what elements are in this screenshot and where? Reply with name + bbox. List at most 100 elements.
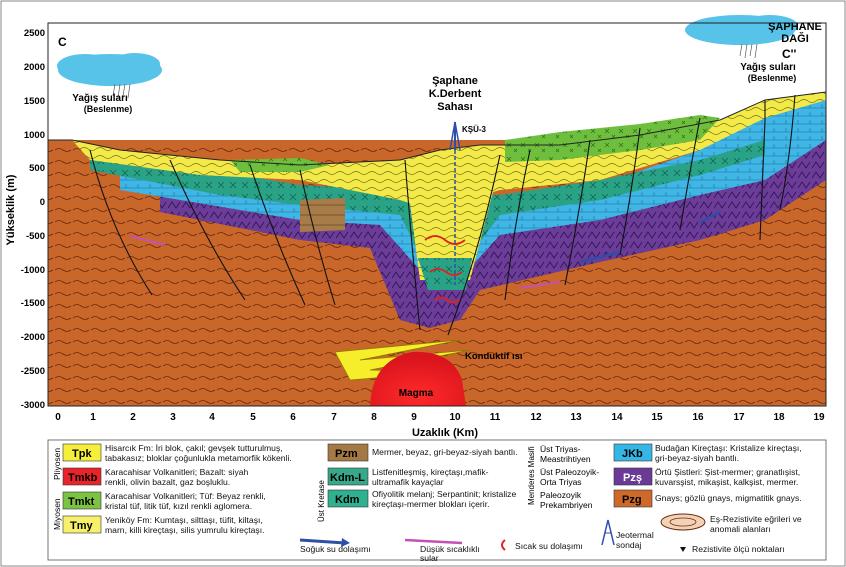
legend-period: Menderes Masifi — [527, 446, 536, 505]
legend-symbol-label: Jeotermal — [616, 530, 654, 540]
legend-age: Meastrihtiyen — [540, 454, 591, 464]
legend-cold-water: Soğuk su dolaşımı — [299, 538, 371, 554]
x-tick: 14 — [611, 412, 623, 423]
legend-desc: Mermer, beyaz, gri-beyaz-siyah bantlı. — [372, 447, 518, 457]
legend-item-tpk: Tpk Hisarcık Fm: İri blok, çakıl; gevşek… — [62, 443, 292, 463]
y-tick: 2000 — [24, 62, 45, 73]
legend-period: Üst Kretase — [317, 480, 326, 522]
geothermal-well — [449, 121, 461, 285]
yenikoy-formation — [72, 92, 826, 210]
legend-desc: Budağan Kireçtaşı: Kristalize kireçtaşı, — [655, 443, 802, 453]
x-tick: 10 — [449, 412, 461, 423]
legend-age: Üst Triyas- — [540, 444, 581, 454]
mountain-name: ŞAPHANE — [768, 21, 822, 33]
legend-item-pzg: Pzg Gnays; gözlü gnays, migmatitik gnays… — [613, 489, 802, 508]
legend-desc: marn, killi kireçtaşı, silis yumrulu kir… — [105, 525, 265, 535]
y-axis-label: Yükseklik (m) — [5, 174, 17, 245]
x-axis-label: Uzaklık (Km) — [412, 427, 478, 439]
x-tick: 6 — [290, 412, 296, 423]
legend-desc: Örtü Şistleri: Şist-mermer; granatlışist… — [655, 467, 800, 477]
legend-low-temp-water: Düşük sıcaklıklı sular — [404, 538, 480, 563]
legend-desc: Listfenitleşmiş, kireçtaşı,mafik- — [372, 467, 489, 477]
legend-symbol-label: Düşük sıcaklıklı — [420, 544, 480, 554]
legend-code: Tpk — [72, 448, 92, 460]
cross-section-plot — [47, 15, 827, 407]
plot-frame — [47, 22, 827, 407]
legend-code: Tmkb — [68, 472, 98, 484]
legend-code: Pzm — [335, 448, 358, 460]
section-start-label: C — [58, 35, 67, 49]
legend-item-pzm: Pzm Mermer, beyaz, gri-beyaz-siyah bantl… — [327, 443, 518, 462]
legend-symbol-label: Rezistivite ölçü noktaları — [692, 544, 785, 554]
y-tick: -2000 — [21, 332, 45, 343]
fault-lines — [89, 94, 796, 336]
legend-desc: Yeniköy Fm: Kumtaşı, silttaşı, tüfit, ki… — [105, 515, 263, 525]
y-tick: 1500 — [24, 96, 45, 107]
legend-geothermal-well: Jeotermal sondaj — [601, 519, 654, 550]
recharge-label-left-line2: (Beslenme) — [84, 104, 133, 114]
legend-desc: Karacahisar Volkanitleri; Bazalt: siyah — [105, 467, 249, 477]
x-tick: 19 — [813, 412, 825, 423]
legend-item-kdm-l: Kdm-L Listfenitleşmiş, kireçtaşı,mafik- … — [327, 467, 489, 487]
legend-symbol-label: sondaj — [616, 540, 641, 550]
legend-symbol-label: anomali alanları — [710, 524, 771, 534]
x-tick: 2 — [130, 412, 136, 423]
marble-block — [300, 198, 345, 232]
legend-resistivity-points: Rezistivite ölçü noktaları — [680, 544, 785, 554]
legend-age: Paleozoyik — [540, 490, 582, 500]
recharge-label-right-line2: (Beslenme) — [748, 73, 797, 83]
legend-period: Miyosen — [52, 498, 62, 530]
legend-desc: kuvarsşist, mikaşist, kalkşist, mermer. — [655, 477, 798, 487]
legend-item-pzs: Pzş Örtü Şistleri: Şist-mermer; granatlı… — [613, 467, 800, 487]
legend-symbol-label: Sıcak su dolaşımı — [515, 541, 583, 551]
legend-desc: renkli, olivin bazalt, gaz boşluklu. — [105, 477, 230, 487]
legend-desc: Karacahisar Volkanitleri; Tüf: Beyaz ren… — [105, 491, 266, 501]
y-tick: -500 — [26, 231, 45, 242]
x-tick: 4 — [209, 412, 215, 423]
x-tick: 13 — [570, 412, 582, 423]
magma-body — [370, 351, 466, 406]
schist-layer — [160, 130, 826, 328]
x-tick: 12 — [530, 412, 542, 423]
y-tick: 0 — [40, 197, 45, 208]
legend-hot-water: Sıcak su dolaşımı — [501, 539, 583, 551]
recharge-label-left: Yağış suları — [72, 93, 128, 104]
y-tick: -1500 — [21, 298, 45, 309]
x-tick: 3 — [170, 412, 176, 423]
y-tick: -2500 — [21, 366, 45, 377]
legend-symbol-label: sular — [420, 553, 439, 563]
legend-desc: Ofiyolitik melanj; Serpantinit; kristali… — [372, 489, 516, 499]
legend-desc: gri-beyaz-siyah bantlı. — [655, 453, 739, 463]
legend-code: Kdm — [335, 494, 360, 506]
x-tick: 11 — [490, 412, 501, 423]
legend-desc: kireçtaşı-mermer blokları içerir. — [372, 499, 489, 509]
x-tick: 7 — [331, 412, 337, 423]
y-ticks: 2500 2000 1500 1000 500 0 -500 -1000 -15… — [21, 28, 45, 411]
legend-item-jkb: JKb Budağan Kireçtaşı: Kristalize kireçt… — [613, 443, 802, 463]
x-tick: 8 — [371, 412, 377, 423]
mountain-name-line2: DAĞI — [781, 32, 809, 45]
legend-code: Tmy — [70, 520, 94, 532]
graben-tuff — [418, 258, 472, 290]
legend-code: JKb — [622, 448, 643, 460]
y-tick: 2500 — [24, 28, 45, 39]
legend-age: Prekambriyen — [540, 500, 593, 510]
legend-code: Pzg — [622, 494, 642, 506]
legend-period: Pliyosen — [52, 448, 62, 480]
flow-arrows — [129, 210, 721, 304]
well-label: KŞÜ-3 — [462, 125, 487, 134]
recharge-label-right: Yağış suları — [740, 62, 796, 73]
legend-age: Orta Triyas — [540, 477, 582, 487]
x-tick: 9 — [411, 412, 417, 423]
legend-item-tmkt: Tmkt Karacahisar Volkanitleri; Tüf: Beya… — [62, 491, 266, 511]
site-title-line2: K.Derbent — [429, 88, 482, 100]
section-end-label: C'' — [782, 47, 797, 61]
recharge-cloud-left — [57, 53, 162, 99]
legend-age: Üst Paleozoyik- — [540, 467, 599, 477]
x-tick: 16 — [692, 412, 704, 423]
legend-desc: tabakasız; bloklar çoğunlukla metamorfik… — [105, 453, 292, 463]
x-tick: 17 — [733, 412, 745, 423]
legend-item-tmy: Tmy Yeniköy Fm: Kumtaşı, silttaşı, tüfit… — [62, 515, 265, 535]
conductive-heat-label: Konduktif ısı — [465, 351, 523, 362]
